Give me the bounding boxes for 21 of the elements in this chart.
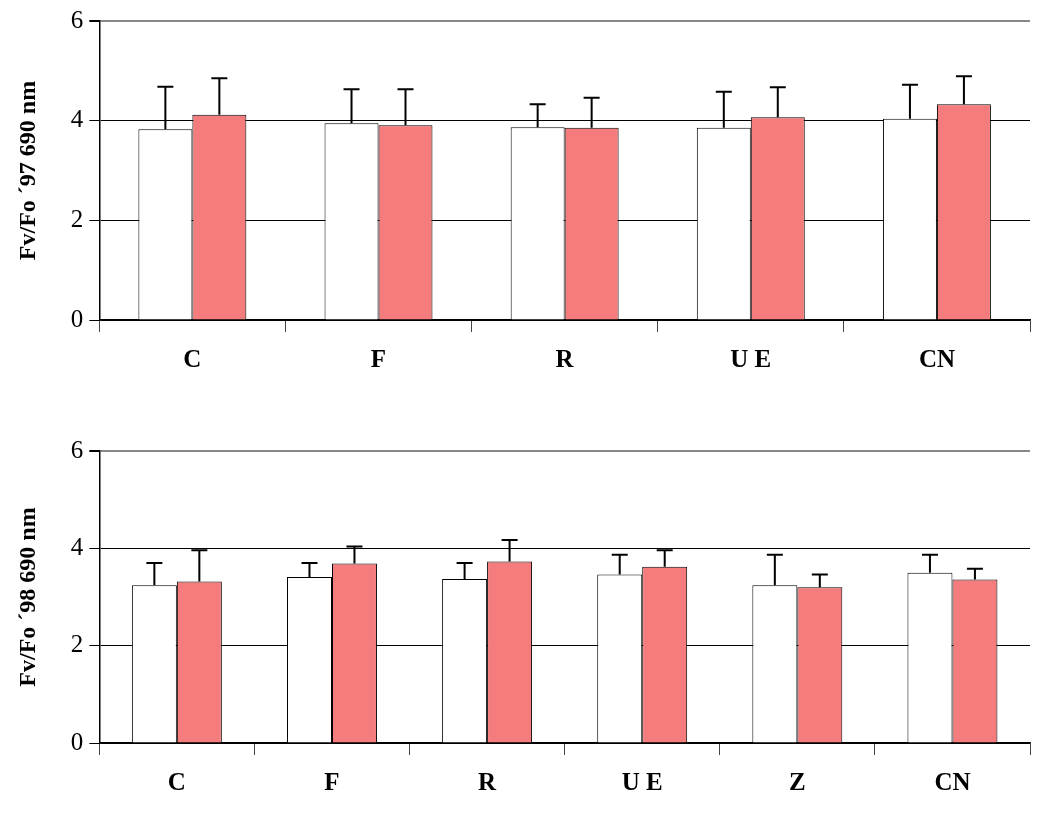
- x-tick-label: Z: [788, 768, 806, 796]
- x-tick-label: C: [183, 345, 202, 373]
- y-tick-label: 4: [70, 532, 84, 560]
- y-axis-title: Fv/Fo ´97 690 nm: [13, 80, 40, 261]
- x-tick-label: U E: [621, 768, 663, 796]
- x-tick-label: R: [478, 768, 498, 796]
- x-tick-label: CN: [934, 768, 971, 796]
- x-tick-label: U E: [730, 345, 772, 373]
- x-tick-label: F: [370, 345, 387, 373]
- y-tick-label: 6: [70, 5, 84, 33]
- y-tick-label: 0: [70, 727, 84, 755]
- y-tick-label: 4: [70, 105, 84, 133]
- x-tick-label: F: [324, 768, 340, 796]
- x-tick-label: R: [555, 345, 575, 373]
- y-tick-label: 2: [70, 630, 84, 658]
- y-tick-label: 2: [70, 204, 84, 232]
- y-tick-label: 0: [70, 304, 84, 332]
- x-tick-label: C: [167, 768, 186, 796]
- x-tick-label: CN: [918, 345, 955, 373]
- y-tick-label: 6: [70, 435, 84, 463]
- y-axis-title: Fv/Fo ´98 690 nm: [13, 507, 40, 687]
